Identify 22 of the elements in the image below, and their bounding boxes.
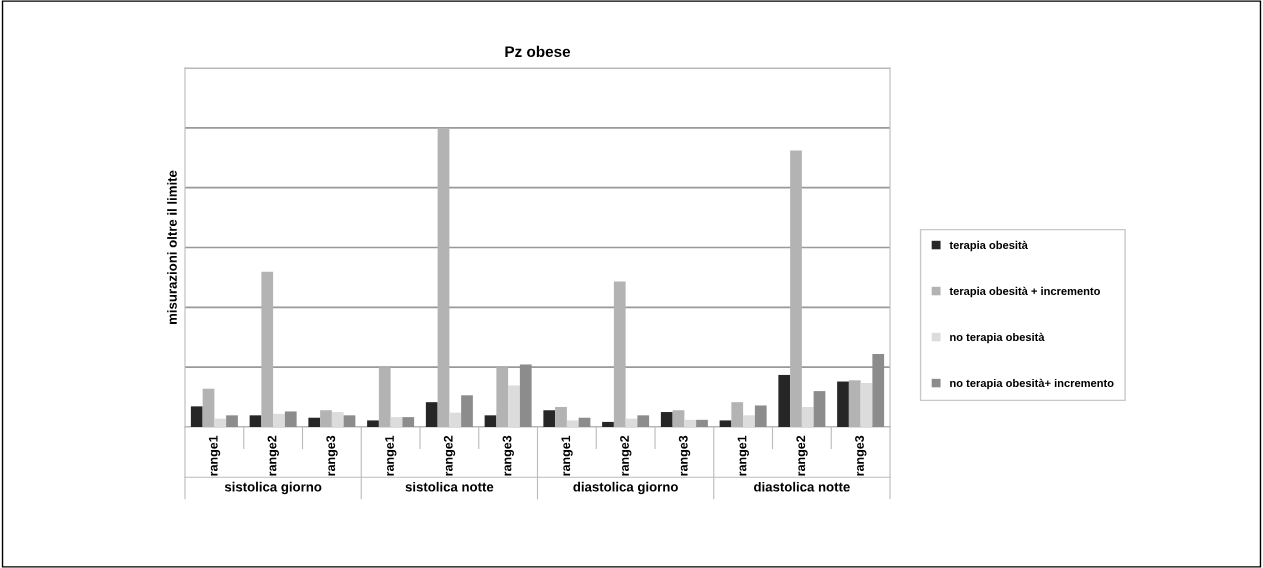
x-tick-label: range1 (737, 435, 749, 476)
legend-label: no terapia obesità (950, 332, 1045, 344)
y-axis-title: misurazioni oltre il limite (167, 170, 177, 324)
x-tick-label: range2 (267, 435, 279, 476)
text: sistolica giorno (224, 481, 322, 495)
chart-title: Pz obese (505, 45, 571, 58)
legend-label: terapia obesità (949, 240, 1028, 252)
x-tick-label: range2 (620, 435, 632, 476)
x-tick-label: range3 (326, 435, 338, 476)
legend-label: terapia obesità + incremento (949, 286, 1100, 298)
x-tick-label: range3 (502, 435, 514, 476)
x-tick-label: range1 (385, 435, 397, 476)
x-tick-label: range3 (855, 435, 867, 476)
x-tick-label: range2 (443, 435, 456, 476)
x-tick-label: range3 (678, 435, 691, 476)
legend-label: no terapia obesità+ incremento (950, 378, 1114, 390)
x-tick-label: range1 (561, 435, 573, 476)
text: diastolica notte (754, 481, 850, 492)
x-tick-label: range1 (208, 435, 221, 476)
x-tick-label: range2 (796, 435, 808, 476)
text: diastolica giorno (573, 481, 678, 495)
text: sistolica notte (405, 481, 494, 492)
